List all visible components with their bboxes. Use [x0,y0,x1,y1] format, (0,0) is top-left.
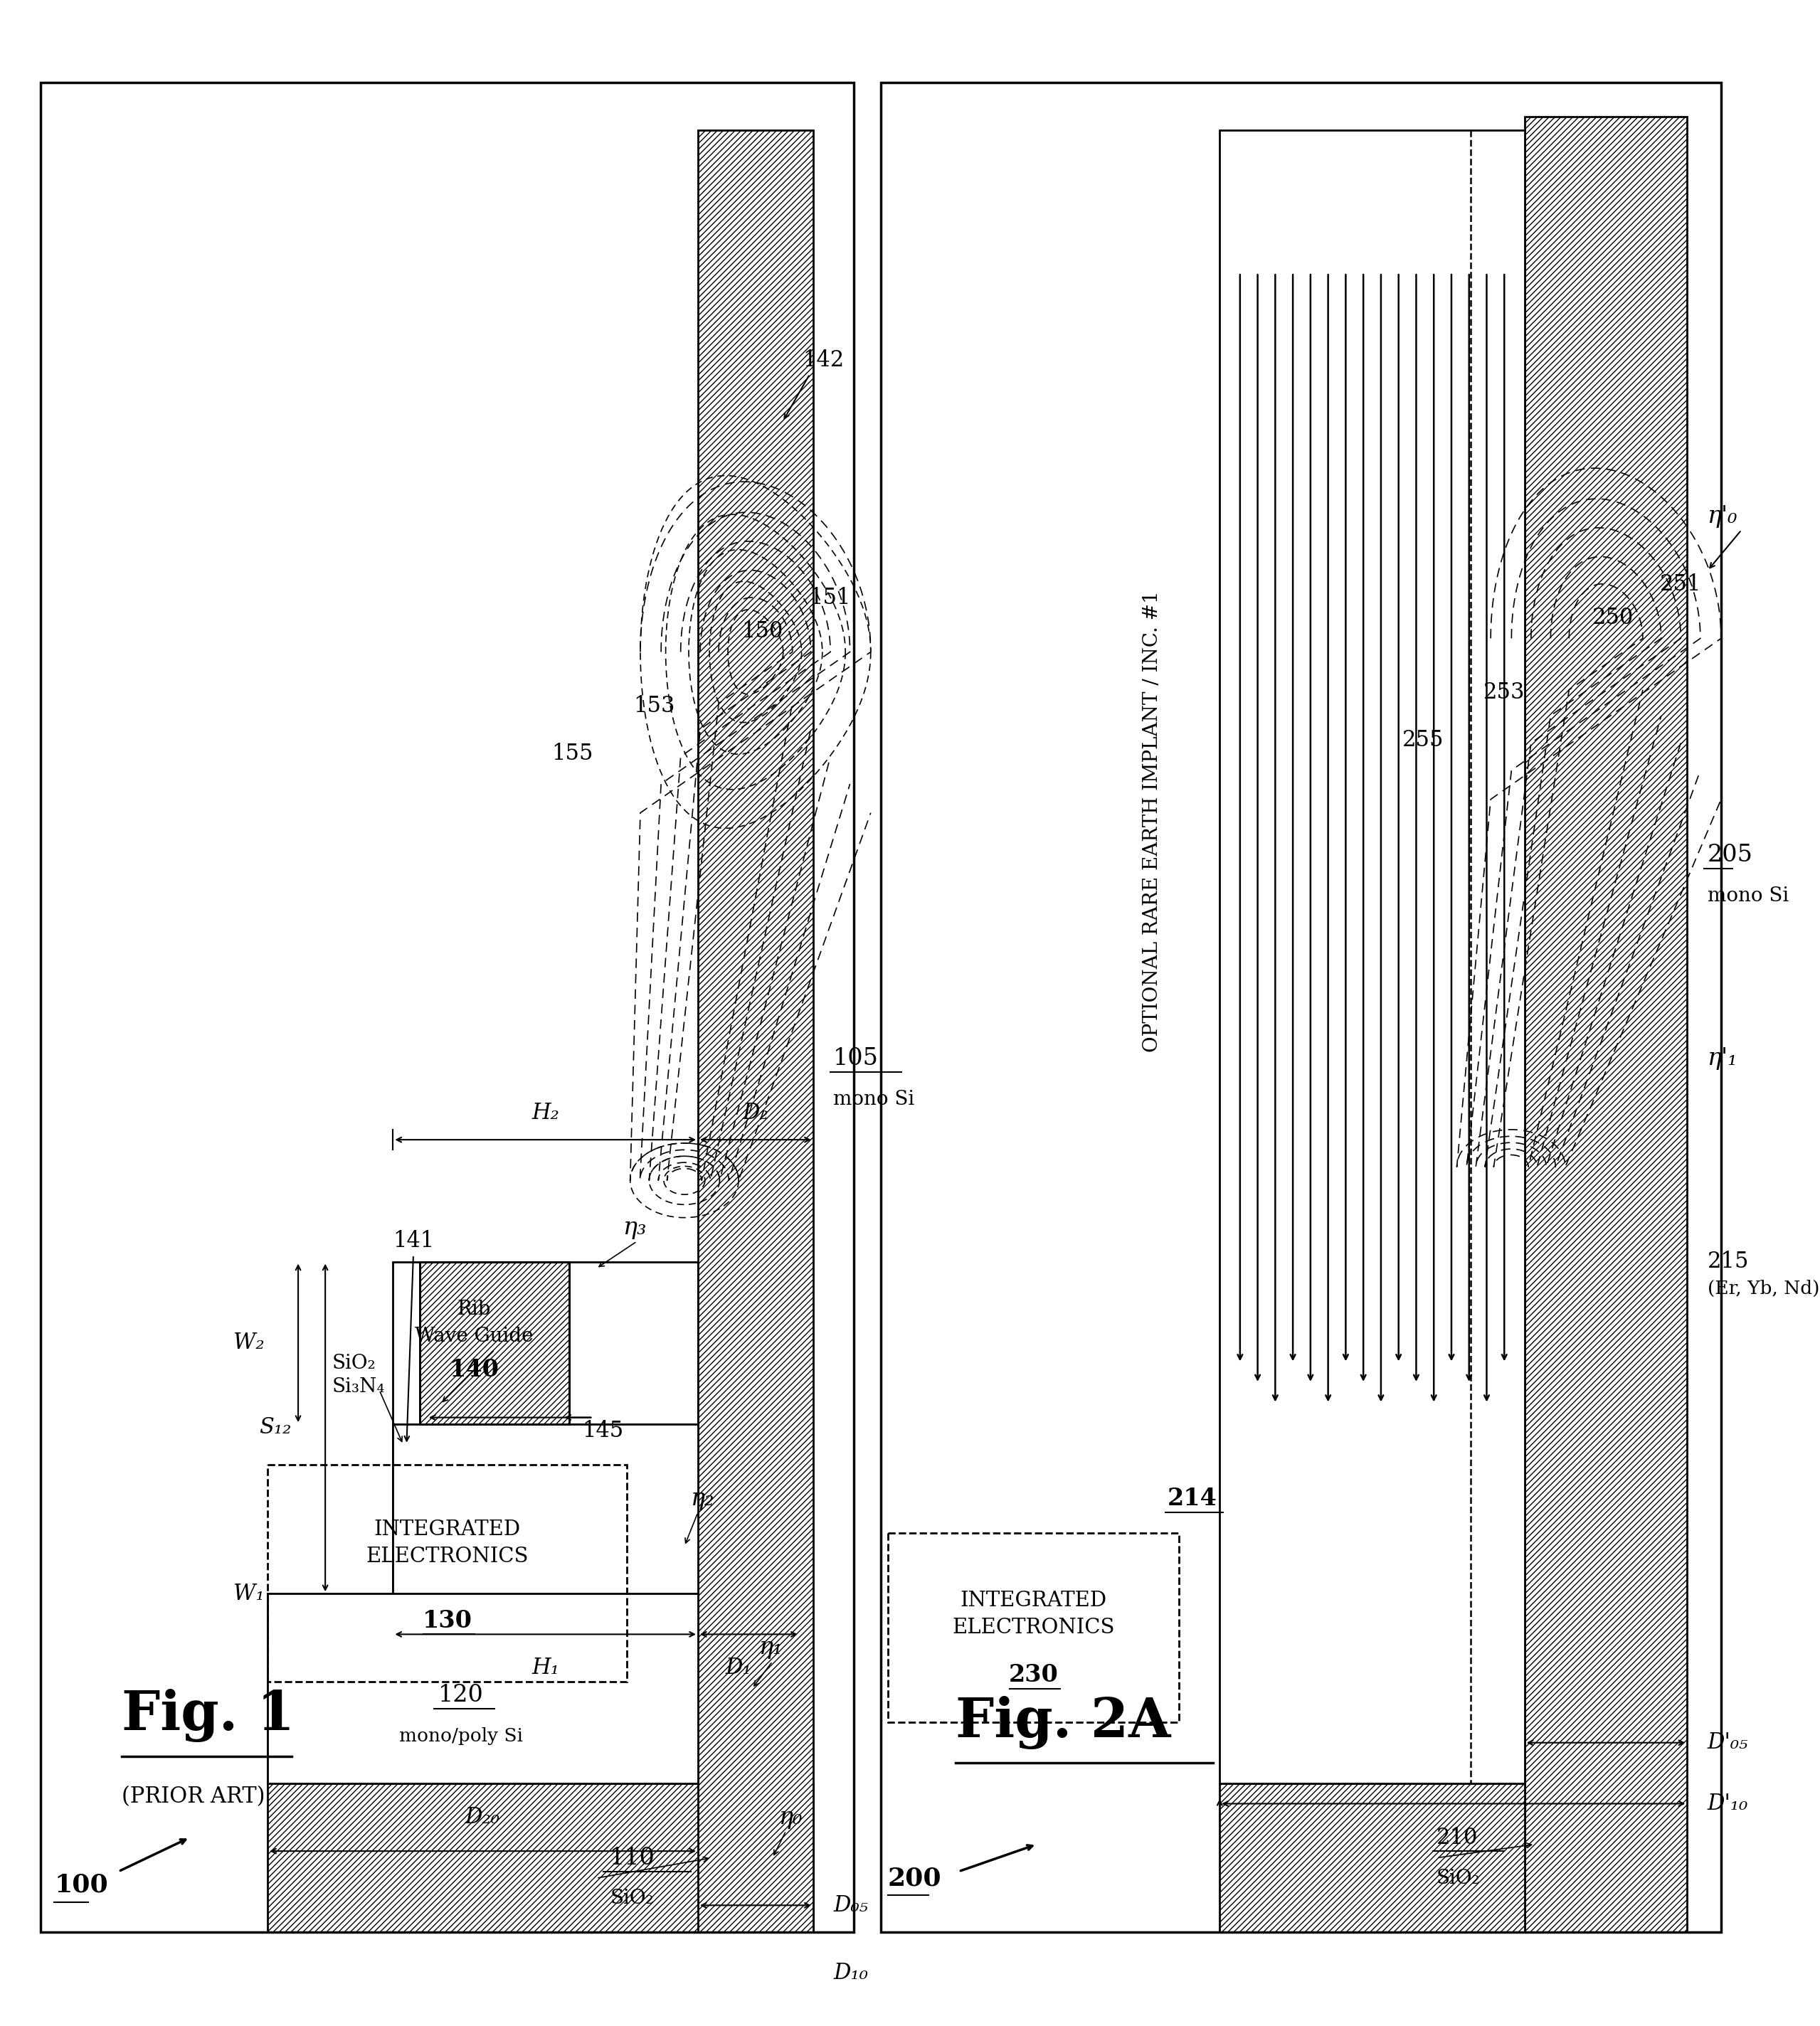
Text: η₃: η₃ [624,1216,648,1240]
Text: H₂: H₂ [531,1102,559,1124]
Bar [1525,118,1687,1933]
Text: 205: 205 [1707,843,1753,867]
Text: 251: 251 [1660,573,1702,596]
Text: D₂: D₂ [743,1102,768,1124]
Bar [888,1534,1179,1722]
Text: W₂: W₂ [233,1331,264,1353]
Text: Rib: Rib [457,1299,491,1319]
Bar [268,1465,626,1682]
Text: SiO₂: SiO₂ [1436,1868,1480,1888]
Text: 214: 214 [1168,1487,1218,1511]
Text: INTEGRATED: INTEGRATED [959,1590,1107,1611]
Text: 253: 253 [1483,681,1525,703]
Text: W₁: W₁ [233,1582,264,1605]
Text: 130: 130 [422,1609,471,1633]
Bar [393,1424,697,1594]
Text: H₁: H₁ [531,1657,559,1680]
Text: (PRIOR ART): (PRIOR ART) [122,1785,266,1807]
Text: 200: 200 [888,1866,941,1890]
Bar [393,1262,697,1594]
Text: S₁₂: S₁₂ [258,1416,291,1438]
Bar [1219,130,1525,1783]
Bar [420,1262,570,1424]
Text: Fig. 2A: Fig. 2A [956,1696,1170,1748]
Bar [420,1262,570,1424]
Bar [268,1594,697,1783]
Text: Fig. 1: Fig. 1 [122,1690,295,1742]
Bar [268,1594,697,1783]
Text: ELECTRONICS: ELECTRONICS [366,1546,528,1566]
Bar [420,1262,570,1424]
Text: mono Si: mono Si [834,1090,915,1108]
Text: 150: 150 [741,620,783,642]
Text: 250: 250 [1592,608,1634,630]
Text: 210: 210 [1436,1827,1478,1848]
Bar [697,130,814,1933]
Bar [393,1424,697,1594]
Text: (Er, Yb, Nd): (Er, Yb, Nd) [1707,1280,1820,1299]
Text: 153: 153 [633,695,675,717]
Text: 230: 230 [1008,1663,1057,1688]
Text: η'₀: η'₀ [1707,504,1738,529]
Text: SiO₂: SiO₂ [331,1353,377,1374]
Bar [1219,1783,1525,1933]
Text: mono Si: mono Si [1707,885,1789,906]
Text: D₂₀: D₂₀ [466,1807,501,1827]
Bar [420,1262,570,1424]
Text: Wave Guide: Wave Guide [415,1327,533,1345]
Text: 142: 142 [803,350,844,371]
Text: 120: 120 [439,1684,484,1706]
Text: mono/poly Si: mono/poly Si [399,1726,522,1744]
Text: D₀₅: D₀₅ [834,1894,868,1917]
Text: D₁: D₁ [726,1657,752,1680]
Text: η₂: η₂ [692,1487,715,1509]
Text: 145: 145 [582,1420,624,1443]
Text: 105: 105 [834,1047,879,1070]
Text: 151: 151 [810,588,852,608]
Text: 141: 141 [393,1230,435,1252]
Text: SiO₂: SiO₂ [610,1888,653,1908]
Bar [40,83,854,1933]
Bar [268,1783,814,1933]
Text: 155: 155 [551,744,593,764]
Bar [881,83,1722,1933]
Text: ELECTRONICS: ELECTRONICS [952,1617,1114,1637]
Text: D'₀₅: D'₀₅ [1707,1732,1749,1755]
Text: 100: 100 [55,1872,107,1896]
Text: η₁: η₁ [759,1637,783,1659]
Text: 140: 140 [450,1357,499,1382]
Text: D₁₀: D₁₀ [834,1961,868,1983]
Text: η'₁: η'₁ [1707,1047,1738,1070]
Text: 255: 255 [1401,729,1443,752]
Text: 215: 215 [1707,1250,1749,1272]
Text: INTEGRATED: INTEGRATED [373,1520,521,1540]
Text: OPTIONAL RARE EARTH IMPLANT / INC. #1: OPTIONAL RARE EARTH IMPLANT / INC. #1 [1143,590,1161,1051]
Text: 110: 110 [610,1846,655,1870]
Text: D'₁₀: D'₁₀ [1707,1793,1749,1815]
Text: Si₃N₄: Si₃N₄ [331,1378,386,1396]
Text: η₀: η₀ [779,1805,803,1829]
